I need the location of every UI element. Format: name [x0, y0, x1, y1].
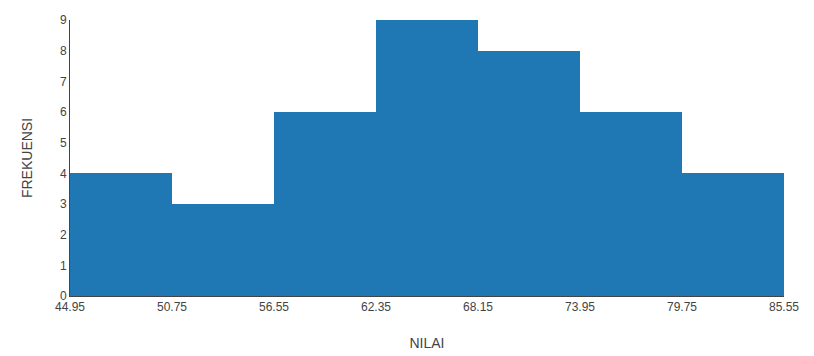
svg-text:62.35: 62.35 [361, 300, 391, 314]
svg-text:0: 0 [60, 289, 67, 303]
svg-text:8: 8 [60, 44, 67, 58]
svg-text:44.95: 44.95 [55, 300, 85, 314]
svg-text:FREKUENSI: FREKUENSI [19, 118, 35, 198]
svg-text:1: 1 [60, 259, 67, 273]
svg-text:4: 4 [60, 167, 67, 181]
svg-text:2: 2 [60, 228, 67, 242]
svg-text:9: 9 [60, 13, 67, 27]
svg-text:68.15: 68.15 [463, 300, 493, 314]
svg-text:3: 3 [60, 197, 67, 211]
svg-text:85.55: 85.55 [769, 300, 799, 314]
svg-text:73.95: 73.95 [565, 300, 595, 314]
svg-text:50.75: 50.75 [157, 300, 187, 314]
svg-text:6: 6 [60, 105, 67, 119]
svg-text:NILAI: NILAI [409, 335, 444, 351]
svg-text:79.75: 79.75 [667, 300, 697, 314]
svg-text:7: 7 [60, 75, 67, 89]
svg-text:56.55: 56.55 [259, 300, 289, 314]
svg-text:5: 5 [60, 136, 67, 150]
